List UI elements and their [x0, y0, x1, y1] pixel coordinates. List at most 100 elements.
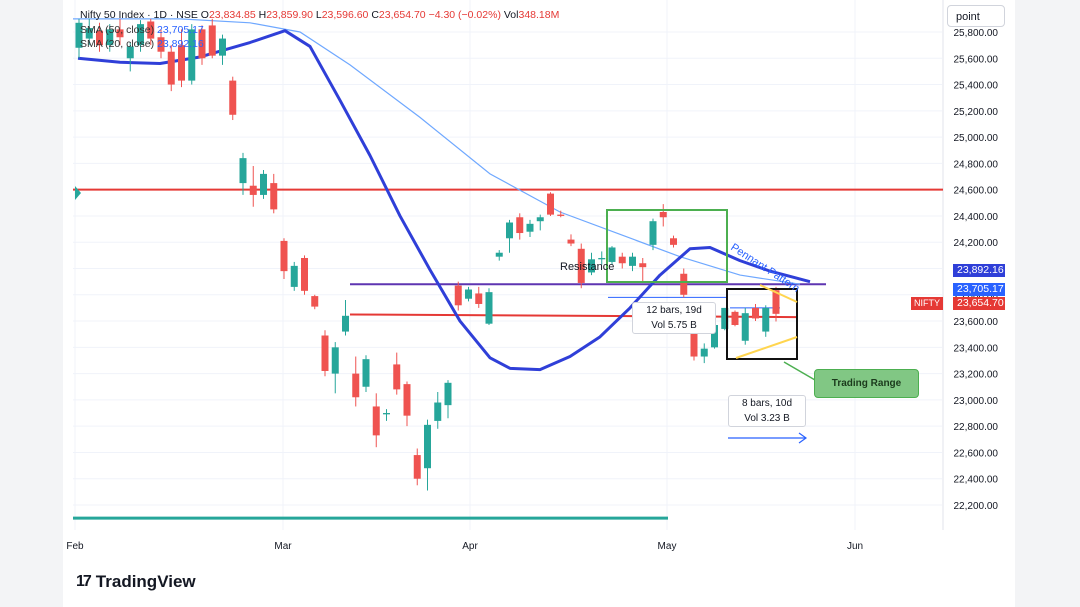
- candle-body: [618, 256, 626, 264]
- measure-label-1: 12 bars, 19d Vol 5.75 B: [632, 302, 716, 334]
- tradingview-logo-text: TradingView: [95, 572, 196, 591]
- candle-body: [280, 240, 288, 272]
- legend-close: 23,654.70: [378, 9, 426, 21]
- candle-body: [167, 51, 175, 85]
- y-axis: 25,800.00 25,600.00 25,400.00 25,200.00 25,0…: [954, 28, 999, 512]
- candle-body: [331, 347, 339, 374]
- y-tick-label: 23,200.00: [954, 370, 999, 381]
- legend-sma20[interactable]: SMA (20, close) 23,892.16: [80, 38, 204, 50]
- legend-sma50-value: 23,705.17: [157, 24, 204, 36]
- candle-body: [629, 256, 636, 266]
- candle-body: [506, 222, 513, 239]
- y-tick-label: 22,600.00: [954, 448, 999, 459]
- legend-low: 23,596.60: [321, 9, 369, 21]
- candle: [198, 25, 206, 65]
- candle: [495, 250, 503, 261]
- candle: [598, 251, 606, 265]
- tradingview-logo[interactable]: 17 TradingView: [76, 572, 196, 592]
- legend-vol-label: Vol: [503, 9, 519, 21]
- candle: [762, 305, 770, 337]
- candle: [362, 355, 370, 393]
- candle-body: [208, 25, 216, 56]
- candle: [116, 18, 124, 46]
- candle-body: [680, 273, 688, 295]
- candle-body: [567, 239, 575, 244]
- candle: [260, 169, 267, 199]
- trading-range-box: [726, 288, 798, 360]
- candle: [434, 392, 442, 429]
- candle: [700, 343, 708, 364]
- legend-sma50[interactable]: SMA (50, close) 23,705.17: [80, 24, 204, 36]
- candle-body: [372, 406, 380, 436]
- legend-close-label: C: [371, 9, 379, 21]
- legend-change: −4.30 (−0.02%): [428, 9, 501, 21]
- sma50-price-tag: 23,705.17: [953, 283, 1005, 296]
- legend-high: 23,859.90: [266, 9, 313, 21]
- y-tick-label: 24,800.00: [954, 159, 999, 170]
- y-tick-label: 22,800.00: [954, 422, 999, 433]
- candle: [137, 20, 144, 52]
- legend-vol: 348.18M: [518, 9, 560, 21]
- sma50-line: [73, 18, 801, 285]
- candle: [167, 45, 175, 92]
- price-scale-mode-button[interactable]: point: [947, 5, 1005, 27]
- candle-body: [352, 373, 360, 398]
- pennant-lower-line: [735, 336, 798, 359]
- candle: [608, 246, 616, 265]
- candle-body: [249, 185, 257, 195]
- candle: [342, 300, 349, 336]
- consolidation-box: [606, 209, 728, 283]
- candle-body: [219, 38, 226, 56]
- candle-body: [588, 259, 595, 273]
- candle: [290, 261, 298, 291]
- candle: [547, 192, 554, 216]
- resistance-label: Resistance: [560, 261, 614, 273]
- trading-range-callout[interactable]: Trading Range: [814, 369, 919, 398]
- candle-body: [649, 221, 657, 245]
- chart-frame: [63, 0, 1015, 607]
- candle: [752, 303, 759, 322]
- candle-body: [96, 30, 103, 46]
- grid: [73, 0, 944, 530]
- candle-body: [198, 29, 206, 59]
- legend-symbol: Nifty 50 Index · 1D · NSE: [80, 9, 198, 21]
- candle-body: [403, 384, 411, 416]
- candle: [85, 18, 93, 46]
- candle: [567, 234, 575, 247]
- y-tick-label: 23,000.00: [954, 396, 999, 407]
- legend-sma20-value: 23,892.16: [157, 38, 204, 50]
- candle-body: [413, 455, 421, 479]
- candle-body: [557, 214, 565, 216]
- candle: [516, 213, 524, 240]
- candle-body: [526, 223, 534, 232]
- candle-body: [147, 21, 155, 39]
- candle-body: [270, 183, 278, 210]
- candle-body: [762, 307, 770, 332]
- measure-1-bars: 12 bars, 19d: [646, 305, 702, 316]
- x-tick-label: Jun: [847, 541, 863, 552]
- candle: [721, 307, 729, 331]
- candle: [157, 29, 165, 59]
- y-tick-label: 25,400.00: [954, 81, 999, 92]
- candle: [485, 288, 493, 325]
- candle-body: [424, 424, 431, 469]
- candle: [670, 235, 677, 248]
- candle: [659, 204, 667, 227]
- candle-body: [670, 238, 677, 245]
- candle: [249, 166, 257, 207]
- candle: [424, 419, 431, 491]
- measure-1-volume: Vol 5.75 B: [651, 320, 697, 331]
- measure-label-2: 8 bars, 10d Vol 3.23 B: [728, 395, 806, 427]
- candle-body: [126, 46, 134, 59]
- y-tick-label: 25,600.00: [954, 54, 999, 65]
- y-tick-label: 23,400.00: [954, 343, 999, 354]
- candle-body: [321, 335, 329, 371]
- candle-body: [157, 37, 165, 52]
- legend-sma20-label: SMA (20, close): [80, 38, 155, 50]
- y-tick-label: 25,800.00: [954, 28, 999, 39]
- candle-body: [772, 290, 780, 314]
- candle-body: [454, 285, 462, 306]
- legend-low-label: L: [315, 9, 322, 21]
- pennant-upper-line: [759, 284, 798, 303]
